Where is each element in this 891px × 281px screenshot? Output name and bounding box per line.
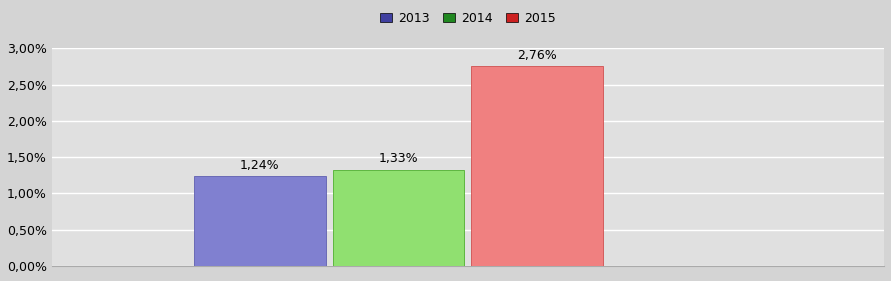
Text: 1,24%: 1,24% <box>240 159 280 172</box>
Legend: 2013, 2014, 2015: 2013, 2014, 2015 <box>375 7 561 30</box>
Text: 2,76%: 2,76% <box>518 49 557 62</box>
Bar <box>194 176 326 266</box>
Text: 1,33%: 1,33% <box>379 152 419 165</box>
Bar <box>471 66 603 266</box>
Bar <box>332 169 464 266</box>
